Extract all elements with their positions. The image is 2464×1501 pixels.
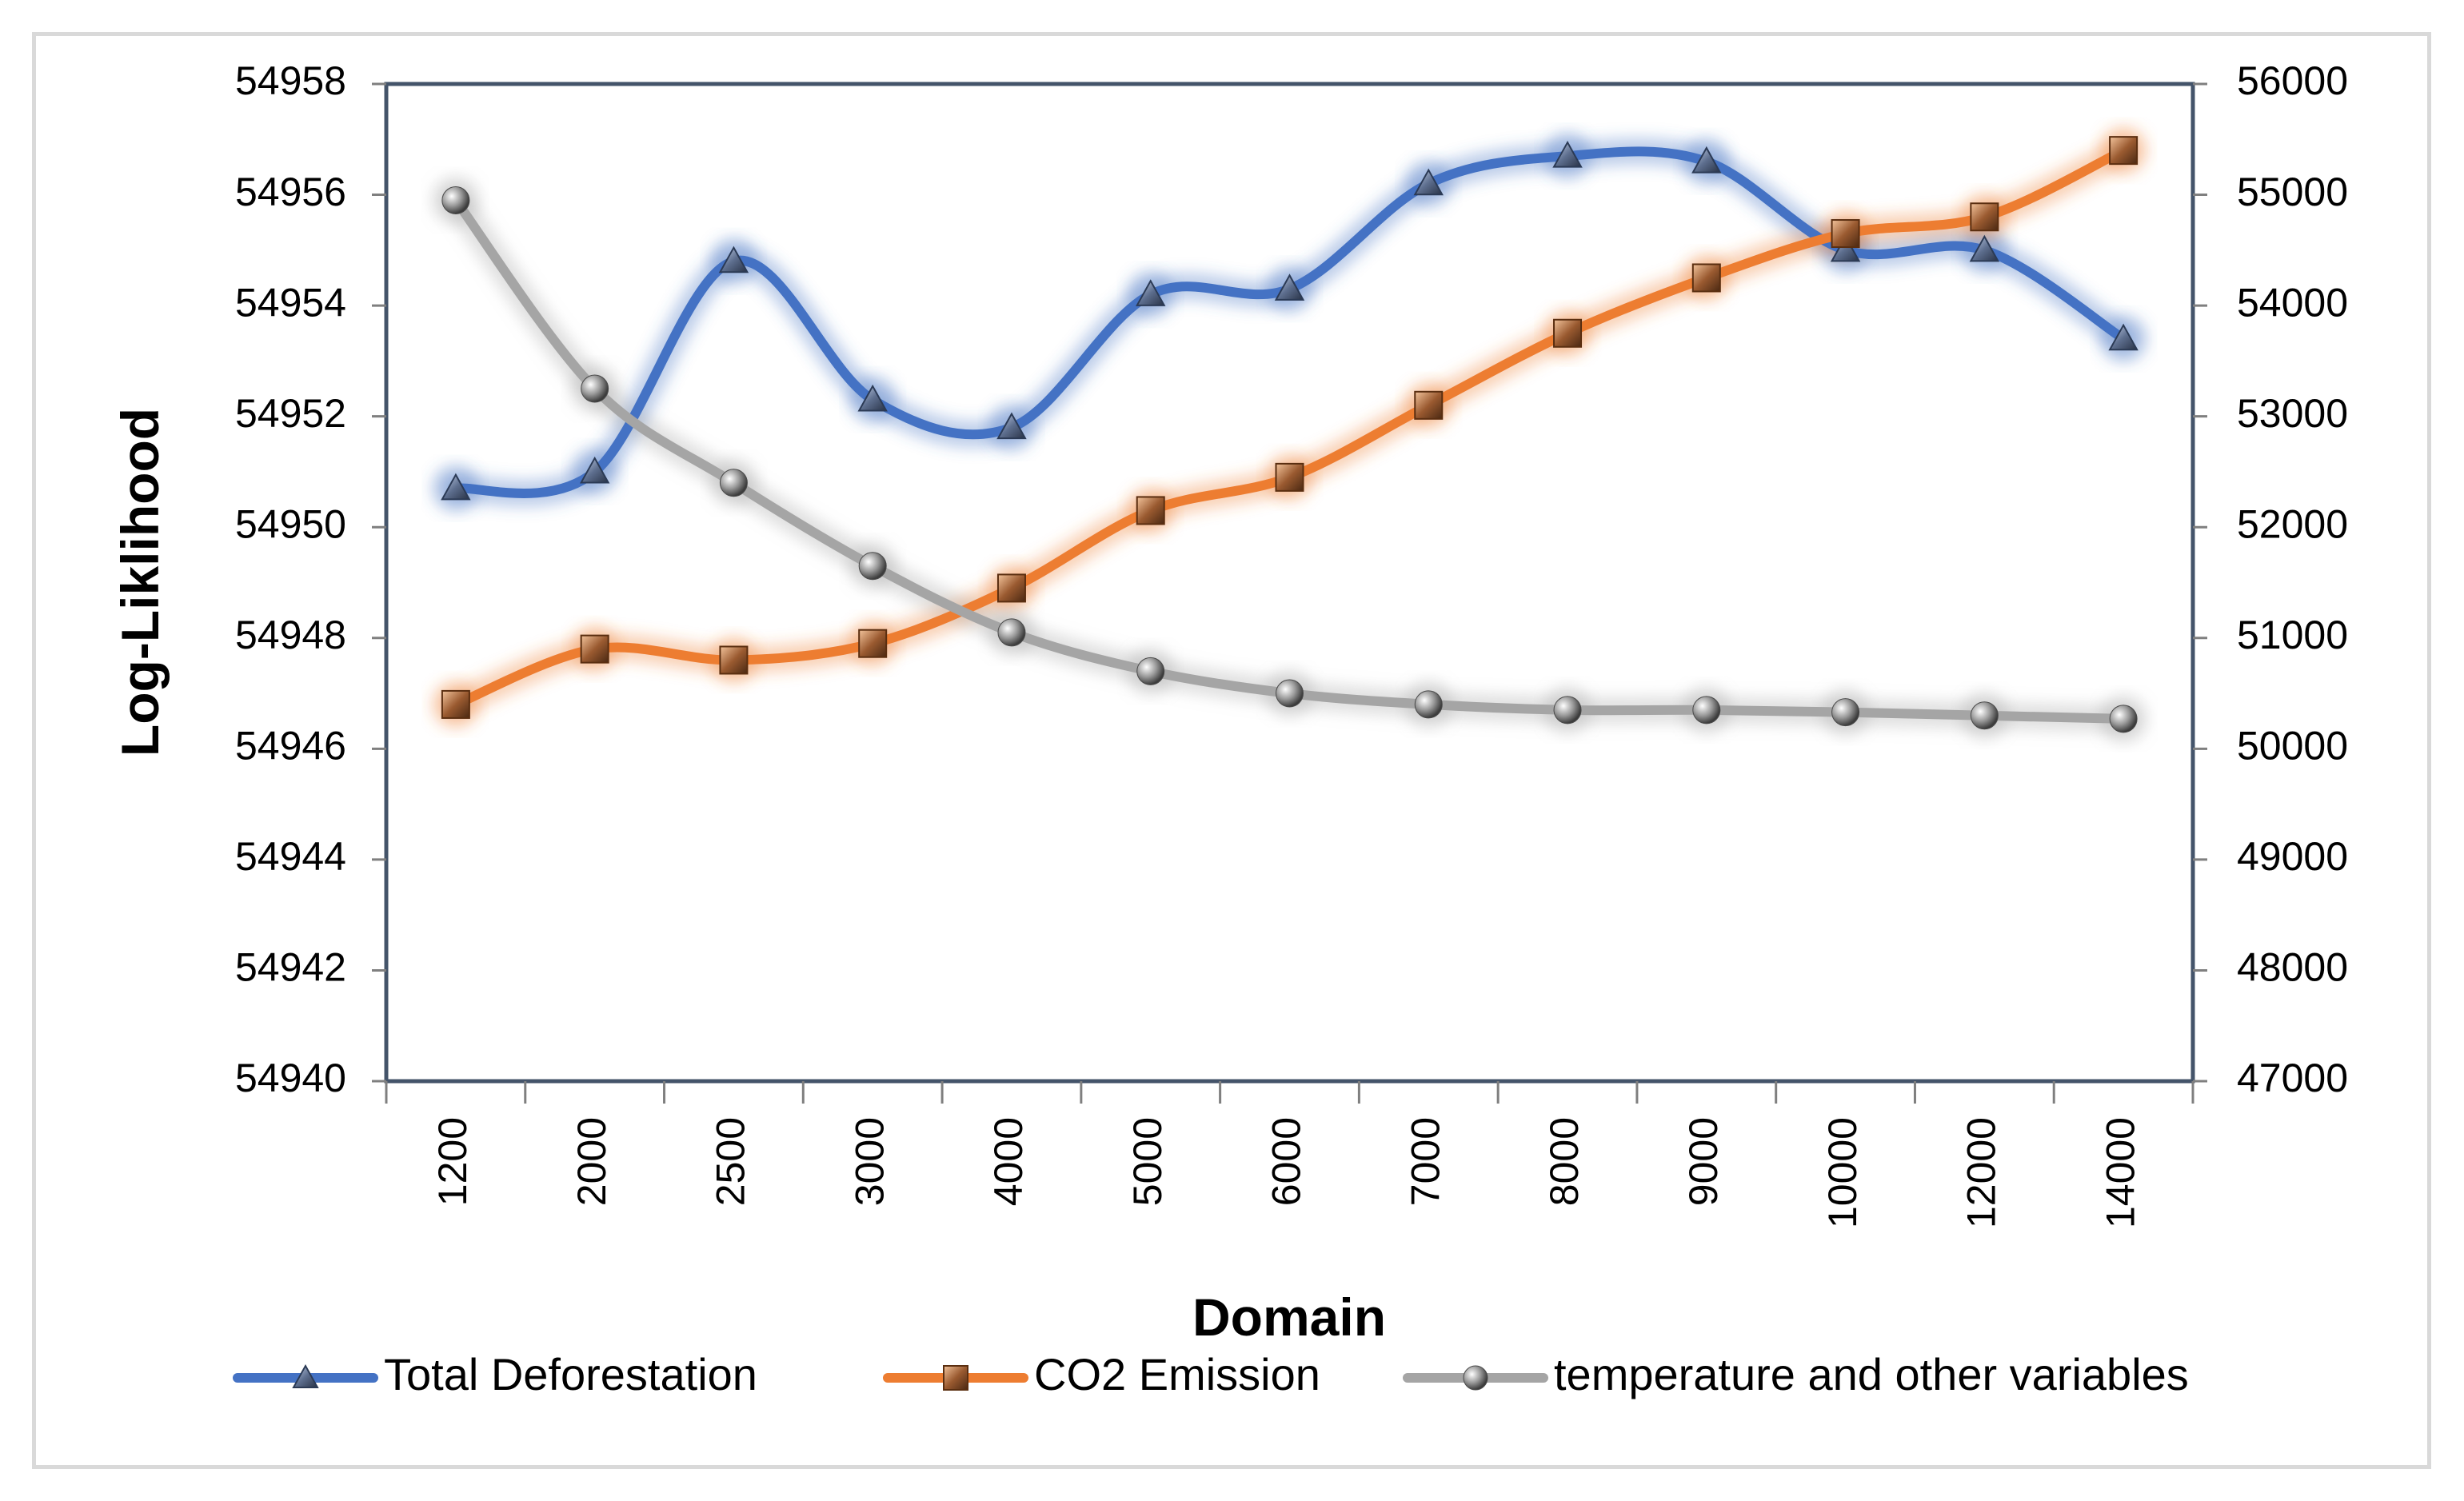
data-point <box>1552 141 1583 168</box>
data-point <box>718 246 749 273</box>
x-tick-label: 6000 <box>1264 1117 1309 1206</box>
y-right-tick-label: 49000 <box>2237 834 2348 879</box>
x-tick-label: 10000 <box>1820 1117 1865 1228</box>
y-left-tick-label: 54956 <box>235 170 346 214</box>
data-point <box>1275 462 1304 492</box>
data-point <box>1831 219 1860 249</box>
x-tick-label: 4000 <box>986 1117 1031 1206</box>
data-point <box>997 618 1026 647</box>
y-right-tick-label: 47000 <box>2237 1056 2348 1100</box>
x-tick-label: 2500 <box>709 1117 753 1206</box>
x-tick-label: 2000 <box>569 1117 614 1206</box>
data-point <box>1136 496 1165 525</box>
x-tick-label: 1200 <box>430 1117 475 1206</box>
y-right-tick-label: 55000 <box>2237 170 2348 214</box>
legend-label: temperature and other variables <box>1554 1349 2189 1399</box>
x-axis-title: Domain <box>1192 1287 1386 1347</box>
y-axis-title: Log-Liklihood <box>110 408 170 756</box>
y-right-tick-label: 54000 <box>2237 280 2348 325</box>
data-point <box>996 573 1026 603</box>
x-tick-label: 12000 <box>1959 1117 2004 1228</box>
y-left-tick-label: 54958 <box>235 58 346 103</box>
data-point <box>1831 698 1860 727</box>
legend-marker <box>943 1365 968 1391</box>
data-point <box>996 412 1027 440</box>
data-point <box>1413 168 1444 196</box>
data-point <box>1136 279 1166 306</box>
data-point <box>1553 696 1582 725</box>
y-right-tick-label: 51000 <box>2237 613 2348 657</box>
data-point <box>2109 136 2139 166</box>
y-left-tick-label: 54950 <box>235 501 346 546</box>
data-point <box>1830 234 1861 262</box>
data-point <box>1414 690 1443 719</box>
data-point <box>579 456 610 484</box>
y-right-tick-label: 53000 <box>2237 391 2348 436</box>
y-right-tick-label: 52000 <box>2237 501 2348 546</box>
data-point <box>1414 390 1444 420</box>
y-left-tick-label: 54942 <box>235 945 346 990</box>
data-point <box>580 634 609 664</box>
data-point <box>1970 701 1999 730</box>
x-tick-label: 8000 <box>1542 1117 1587 1206</box>
axes-layer: 1200 2000 2500 3000 4000 5000 6000 7000 8000 9000… <box>235 58 2348 1228</box>
legend-marker <box>1463 1365 1488 1391</box>
data-point <box>1553 318 1583 348</box>
data-point <box>719 469 748 497</box>
y-right-tick-label: 56000 <box>2237 58 2348 103</box>
y-left-tick-label: 54954 <box>235 280 346 325</box>
legend: Total Deforestation CO2 Emission temperatu… <box>233 1349 2189 1399</box>
data-point <box>1274 273 1305 301</box>
x-tick-label: 14000 <box>2098 1117 2143 1228</box>
data-point <box>1970 202 1999 232</box>
data-point <box>1691 263 1721 293</box>
data-point <box>1691 146 1722 174</box>
series-markers-layer <box>441 136 2139 733</box>
y-left-tick-label: 54946 <box>235 724 346 768</box>
y-left-tick-label: 54948 <box>235 613 346 657</box>
y-left-tick-label: 54952 <box>235 391 346 436</box>
y-left-tick-label: 54940 <box>235 1056 346 1100</box>
data-point <box>441 689 470 719</box>
legend-marker <box>292 1363 319 1388</box>
data-point <box>858 552 887 581</box>
data-point <box>2109 705 2138 733</box>
data-point <box>1136 657 1165 685</box>
data-point <box>858 629 888 658</box>
legend-label: Total Deforestation <box>384 1349 757 1399</box>
x-tick-label: 9000 <box>1681 1117 1726 1206</box>
data-point <box>2108 323 2139 351</box>
y-right-tick-label: 48000 <box>2237 945 2348 990</box>
data-point <box>581 374 609 403</box>
data-point <box>1692 696 1721 725</box>
data-point <box>1969 234 2000 262</box>
x-tick-label: 5000 <box>1125 1117 1170 1206</box>
data-point <box>441 186 470 214</box>
x-tick-label: 7000 <box>1403 1117 1448 1206</box>
data-point <box>857 384 888 412</box>
legend-label: CO2 Emission <box>1034 1349 1320 1399</box>
data-point <box>719 645 749 675</box>
x-tick-label: 3000 <box>847 1117 892 1206</box>
data-point <box>441 473 471 501</box>
data-point <box>1276 679 1304 708</box>
y-left-tick-label: 54944 <box>235 834 346 879</box>
y-right-tick-label: 50000 <box>2237 724 2348 768</box>
